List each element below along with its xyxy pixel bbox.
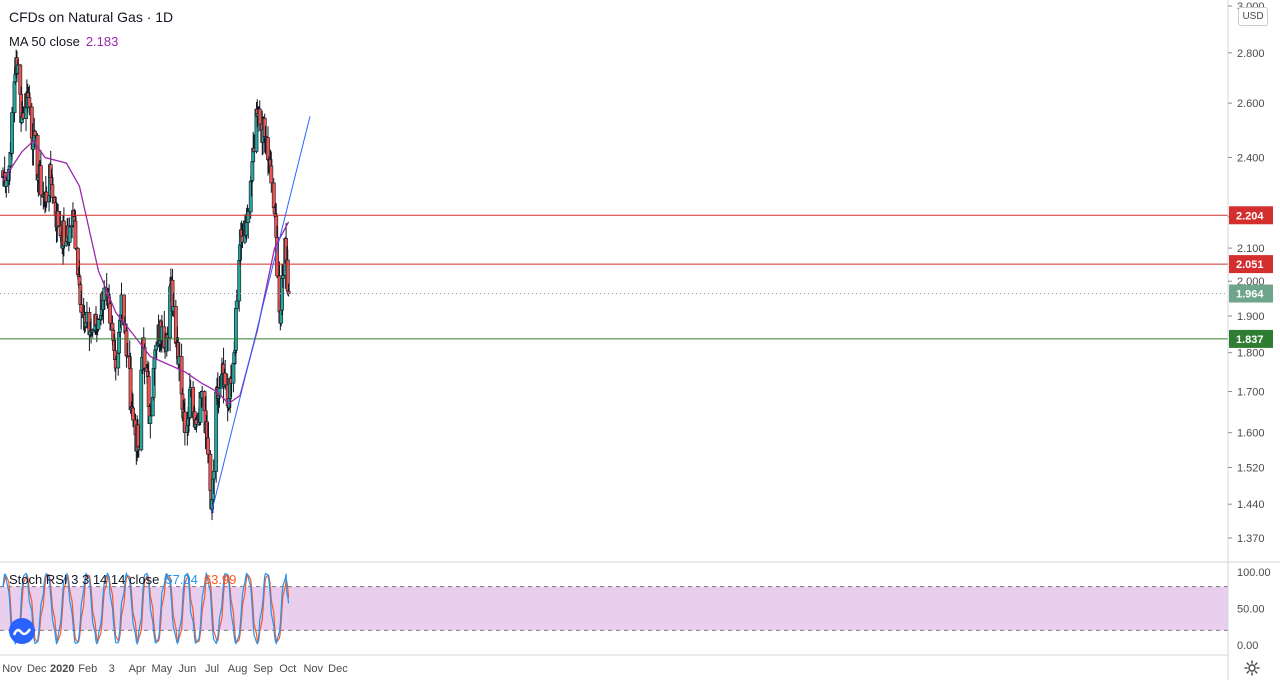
candle-body [269,165,274,184]
candle-body [38,165,43,196]
candle-body [237,260,242,302]
candle-body [4,180,9,187]
candle-body [250,161,255,181]
time-tick-label: Jul [205,663,219,675]
gear-icon[interactable] [1243,659,1261,677]
candle-body [234,300,239,309]
candle-body [50,184,55,198]
price-tick-label: 1.520 [1237,462,1265,474]
current-price-label: 1.964 [1236,289,1264,301]
stoch-k-value: 57.04 [165,572,198,587]
price-tick-label: 2.600 [1237,98,1265,110]
candle-body [125,355,130,357]
candle-body [139,369,144,451]
ma-value: 2.183 [85,34,119,49]
price-tick-label: 1.440 [1237,499,1265,511]
candle-body [280,275,285,279]
stoch-k-line [2,571,290,646]
candle-body [136,424,140,448]
tradingview-logo-icon[interactable] [8,617,36,645]
price-tick-label: 2.400 [1237,152,1265,164]
candle-body [152,358,157,369]
stoch-d-line [2,573,290,645]
candle-body [12,81,17,113]
candle-body [108,303,112,324]
candle-body [257,108,262,125]
candle-body [96,319,101,330]
resistance-1-label-box [1229,206,1273,225]
resistance-2-label-box [1229,255,1273,274]
time-tick-label: Jun [178,663,196,675]
price-tick-label: 1.370 [1237,533,1265,545]
candle-body [33,130,37,136]
time-tick-label: May [151,663,172,675]
candle-body [27,97,32,108]
time-tick-label: 3 [109,663,115,675]
candle-body [79,304,84,313]
candle-body [206,437,210,455]
candles [1,49,291,521]
stoch-d-value: 63.99 [203,572,237,587]
time-tick-label: Dec [27,663,47,675]
time-tick-label: Dec [328,663,348,675]
candle-body [116,352,121,369]
resistance-1-label: 2.204 [1236,210,1264,222]
price-tick-label: 2.800 [1237,48,1265,60]
candle-body [271,182,276,209]
time-tick-label: Nov [303,663,323,675]
candle-body [56,210,61,227]
price-tick-label: 1.900 [1237,311,1265,323]
chart-title: CFDs on Natural Gas · 1D [9,9,173,25]
current-price-box [1229,284,1273,303]
stoch-label: Stoch RSI 3 3 14 14 close [9,572,160,587]
stoch-legend: Stoch RSI 3 3 14 14 close 57.04 63.99 [9,572,236,587]
overlay-lines [0,116,1228,514]
time-tick-label: Nov [2,663,22,675]
candle-body [263,136,268,138]
candle-body [90,330,95,333]
candle-body [67,226,72,243]
candle-body [131,407,135,421]
stoch-lines [2,571,290,646]
candle-body [142,347,147,369]
candle-body [211,471,216,480]
candle-body [246,211,251,223]
support-label-box [1229,329,1273,348]
time-tick-label: Sep [253,663,273,675]
candle-body [223,372,228,386]
currency-badge[interactable]: USD [1238,7,1268,26]
candle-body [10,112,14,154]
time-tick-label: Aug [228,663,248,675]
symbol-title: CFDs on Natural Gas · 1D [9,9,174,25]
candle-body [231,362,236,384]
time-tick-label: Feb [78,663,97,675]
price-tick-label: 1.700 [1237,387,1265,399]
time-tick-label: 2020 [50,663,74,675]
price-tick-label: 1.600 [1237,428,1265,440]
candle-body [148,415,153,424]
price-tick-label: 2.100 [1237,243,1265,255]
stoch-tick-label: 100.00 [1237,567,1271,579]
price-labels: 2.204 2.051 1.837 1.964 [1229,206,1273,348]
support-label: 1.837 [1236,334,1264,346]
candle-body [73,220,78,249]
ma50-line [2,139,290,405]
trendline [210,116,311,514]
stoch-tick-label: 0.00 [1237,640,1258,652]
time-tick-label: Oct [279,663,296,675]
candle-body [154,344,158,351]
ma-legend: MA 50 close 2.183 [9,34,118,49]
price-tick-label: 1.800 [1237,348,1265,360]
candle-body [266,137,270,160]
ma-label: MA 50 close [9,34,80,49]
resistance-2-label: 2.051 [1236,259,1264,271]
candle-body [234,308,238,351]
stoch-tick-label: 50.00 [1237,604,1265,616]
time-tick-label: Apr [129,663,146,675]
candle-body [146,376,151,407]
